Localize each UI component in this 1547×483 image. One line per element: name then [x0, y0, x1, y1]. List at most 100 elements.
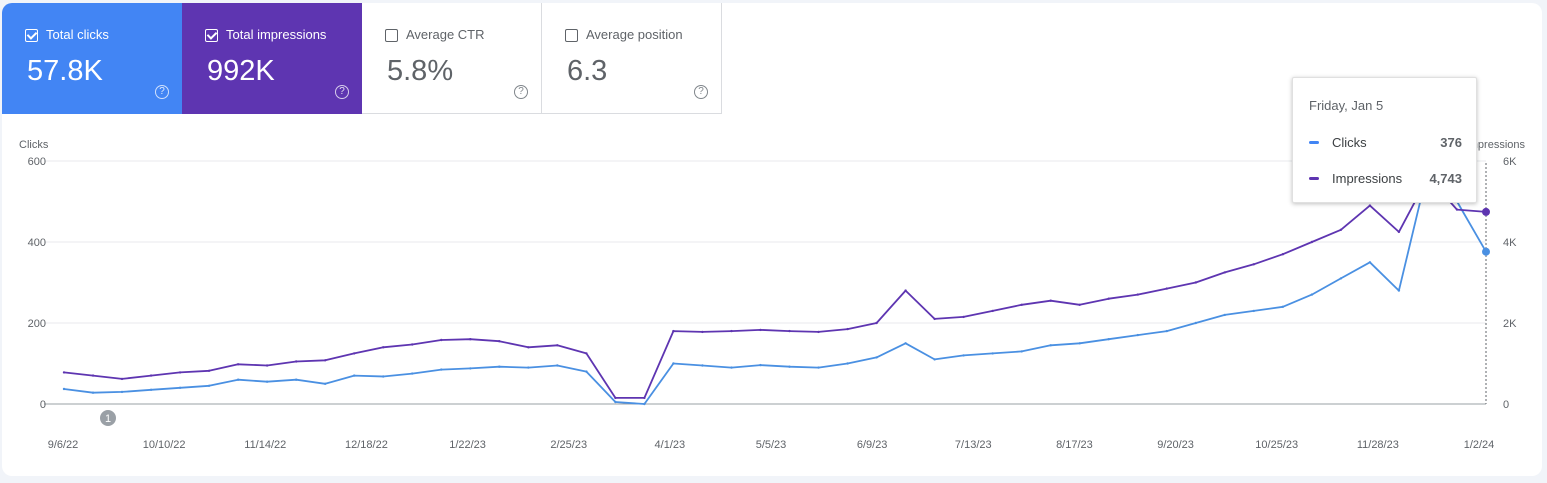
- y-tick-label-left: 600: [28, 156, 46, 168]
- x-tick-label: 6/9/23: [857, 439, 888, 451]
- checkbox-checked-icon[interactable]: [205, 29, 218, 42]
- data-point-clicks: [759, 363, 762, 367]
- tooltip-value: 4,743: [1429, 171, 1462, 186]
- x-tick-label: 5/5/23: [756, 439, 787, 451]
- x-tick-label: 1/22/23: [449, 439, 486, 451]
- data-point-impressions: [527, 346, 530, 349]
- data-point-clicks: [1136, 333, 1140, 337]
- data-point-impressions: [178, 371, 182, 374]
- data-point-impressions: [556, 344, 559, 347]
- y-tick-label-right: 0: [1503, 399, 1509, 411]
- data-point-impressions: [353, 352, 356, 355]
- performance-chart[interactable]: 600 6K 400 4K 200 2K 0 0 Clicks Impressions 9/6/22…: [2, 3, 1542, 476]
- metric-card-total-clicks[interactable]: Total clicks 57.8K ?: [2, 3, 182, 114]
- annotation-marker: [100, 410, 116, 426]
- data-point-clicks: [585, 370, 588, 373]
- metric-label: Average position: [586, 27, 683, 42]
- data-point-clicks: [788, 365, 791, 368]
- data-point-impressions: [1078, 303, 1081, 306]
- data-point-clicks: [120, 390, 124, 394]
- help-circle-icon[interactable]: ?: [694, 85, 708, 99]
- metric-card-average-ctr[interactable]: Average CTR 5.8% ?: [362, 3, 542, 114]
- data-point-impressions: [962, 315, 965, 319]
- data-point-impressions: [875, 321, 878, 325]
- metric-card-total-impressions[interactable]: Total impressions 992K ?: [182, 3, 362, 114]
- tooltip-row-impressions: Impressions 4,743: [1309, 169, 1462, 189]
- data-point-impressions: [1194, 281, 1198, 284]
- data-point-clicks: [556, 364, 559, 367]
- x-tick-label: 9/6/22: [48, 439, 79, 451]
- data-point-clicks: [1339, 277, 1343, 280]
- tooltip-label: Impressions: [1332, 171, 1403, 186]
- data-point-clicks: [498, 365, 501, 368]
- data-point-clicks: [1020, 350, 1023, 353]
- data-point-impressions: [207, 369, 211, 372]
- data-point-clicks: [904, 342, 907, 345]
- data-point-impressions: [730, 329, 733, 333]
- data-point-clicks: [1223, 313, 1227, 317]
- metric-value: 992K: [207, 55, 275, 87]
- data-point-clicks: [1310, 293, 1314, 296]
- metric-label: Average CTR: [406, 27, 485, 42]
- data-point-impressions: [1368, 204, 1372, 207]
- data-point-impressions: [91, 374, 95, 377]
- checkbox-unchecked-icon[interactable]: [385, 29, 398, 42]
- data-point-impressions: [498, 340, 501, 343]
- data-point-impressions: [672, 329, 675, 333]
- data-point-impressions: [933, 317, 936, 321]
- data-point-impressions: [904, 289, 907, 292]
- data-point-clicks: [1194, 321, 1198, 325]
- x-tick-label: 10/10/22: [143, 439, 186, 451]
- metric-label: Total clicks: [46, 27, 109, 42]
- data-point-clicks: [1397, 289, 1401, 292]
- data-point-clicks: [991, 352, 994, 355]
- data-point-impressions: [1310, 240, 1314, 244]
- tooltip-label: Clicks: [1332, 135, 1367, 150]
- data-point-impressions: [1049, 299, 1052, 302]
- data-point-clicks: [411, 372, 414, 375]
- data-point-impressions: [788, 329, 791, 333]
- x-tick-label: 4/1/23: [655, 439, 686, 451]
- data-point-clicks: [875, 356, 878, 359]
- help-circle-icon[interactable]: ?: [514, 85, 528, 99]
- data-point-impressions: [846, 327, 849, 331]
- data-point-clicks: [643, 402, 646, 406]
- x-tick-label: 11/28/23: [1357, 439, 1399, 451]
- data-point-clicks: [62, 387, 66, 391]
- series-line-impressions: [63, 176, 1487, 399]
- data-point-clicks: [440, 368, 443, 371]
- data-point-clicks: [527, 366, 530, 369]
- data-point-impressions: [1455, 208, 1459, 211]
- checkbox-unchecked-icon[interactable]: [565, 29, 578, 42]
- clicks-legend-dash: [1309, 141, 1319, 144]
- data-point-clicks: [1252, 309, 1256, 313]
- data-point-impressions: [236, 363, 240, 366]
- data-point-impressions: [469, 338, 472, 341]
- data-point-impressions: [411, 343, 414, 346]
- x-tick-label: 9/20/23: [1157, 439, 1194, 451]
- data-point-clicks: [614, 400, 617, 404]
- data-point-impressions: [817, 330, 820, 334]
- data-point-clicks: [236, 378, 240, 381]
- metric-card-average-position[interactable]: Average position 6.3 ?: [542, 3, 722, 114]
- help-circle-icon[interactable]: ?: [335, 85, 349, 99]
- data-point-clicks: [1107, 338, 1110, 341]
- data-point-clicks: [1078, 342, 1081, 345]
- help-circle-icon[interactable]: ?: [155, 85, 169, 99]
- data-point-impressions: [440, 338, 443, 342]
- data-point-clicks: [1049, 344, 1052, 347]
- y-tick-label-left: 200: [28, 318, 46, 330]
- metric-label: Total impressions: [226, 27, 327, 42]
- data-point-clicks: [265, 380, 269, 383]
- y-tick-label-right: 4K: [1503, 237, 1517, 249]
- data-point-clicks: [91, 391, 95, 394]
- x-tick-label: 2/25/23: [550, 439, 587, 451]
- data-point-impressions: [1165, 287, 1169, 290]
- data-point-clicks: [382, 375, 385, 378]
- x-tick-label: 11/14/22: [244, 439, 286, 451]
- checkbox-checked-icon[interactable]: [25, 29, 38, 42]
- y-tick-label-right: 6K: [1503, 156, 1517, 168]
- data-point-clicks: [817, 366, 820, 369]
- x-tick-label: 7/13/23: [955, 439, 992, 451]
- x-tick-label: 10/25/23: [1255, 439, 1298, 451]
